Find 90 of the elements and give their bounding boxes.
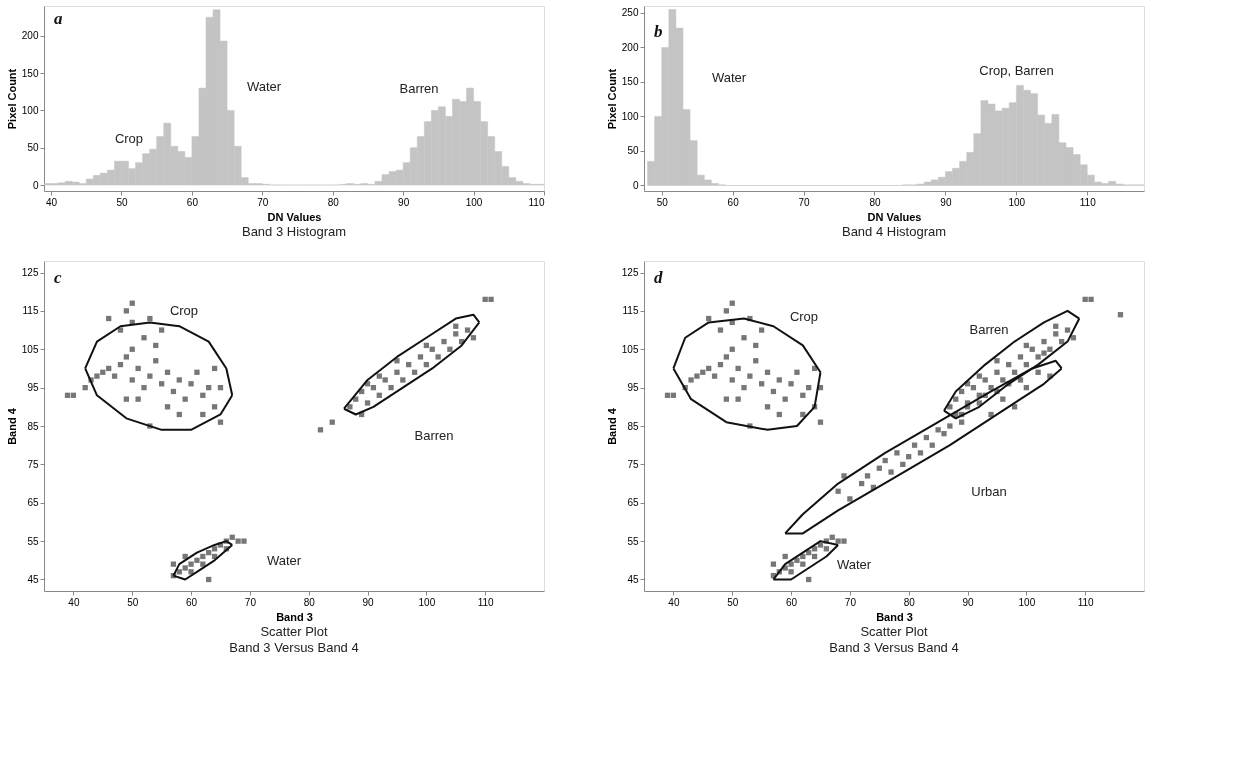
- x-axis-title: Band 3: [876, 610, 913, 623]
- y-axis-title: Band 4: [5, 407, 18, 445]
- y-tick-label: 250: [621, 7, 639, 19]
- annotation: Urban: [971, 484, 1007, 499]
- y-tick-label: 95: [27, 382, 39, 394]
- y-tick-label: 85: [27, 420, 39, 432]
- y-tick-label: 100: [21, 104, 39, 116]
- annotation: Barren: [414, 427, 454, 443]
- x-tick-label: 100: [465, 196, 483, 208]
- x-tick-label: 70: [257, 196, 269, 208]
- y-tick-label: 55: [27, 535, 39, 547]
- x-tick-label: 80: [327, 196, 340, 208]
- annotation: Crop: [169, 302, 199, 318]
- x-tick-label: 70: [844, 596, 857, 608]
- x-tick-label: 100: [1018, 596, 1036, 608]
- x-tick-label: 60: [786, 596, 798, 608]
- x-tick-label: 90: [962, 596, 975, 608]
- text: Scatter Plot: [260, 624, 328, 639]
- x-tick-label: 90: [398, 196, 410, 208]
- annotation: a: [54, 8, 63, 28]
- y-tick-label: 55: [627, 535, 639, 547]
- x-tick-label: 50: [127, 596, 139, 608]
- annotation: Water: [836, 556, 872, 572]
- x-tick-label: 50: [656, 196, 669, 208]
- annotation: Crop: [114, 131, 144, 147]
- y-tick-label: 105: [21, 343, 39, 355]
- y-tick-label: 65: [627, 497, 639, 509]
- y-tick-label: 200: [621, 41, 639, 53]
- annotation: c: [54, 267, 62, 287]
- x-tick-label: 60: [186, 196, 199, 208]
- text: Scatter Plot: [860, 624, 928, 639]
- x-tick-label: 100: [418, 596, 436, 608]
- y-tick-label: 50: [627, 145, 639, 157]
- annotation: Water: [246, 79, 282, 95]
- x-tick-label: 60: [186, 596, 198, 608]
- annotation: b: [654, 21, 663, 41]
- y-tick-label: 85: [627, 420, 639, 432]
- x-tick-label: 50: [116, 196, 128, 208]
- y-tick-label: 0: [32, 179, 39, 191]
- annotation: d: [654, 267, 663, 287]
- x-tick-label: 70: [244, 596, 257, 608]
- y-tick-label: 105: [621, 343, 639, 355]
- y-axis-title: Pixel Count: [5, 68, 18, 130]
- x-axis-title: Band 3: [276, 610, 313, 623]
- y-tick-label: 150: [621, 76, 639, 88]
- y-tick-label: 200: [21, 30, 39, 42]
- x-tick-label: 110: [477, 596, 495, 608]
- y-tick-label: 150: [21, 67, 39, 79]
- text: Band 3 Histogram: [241, 224, 347, 239]
- x-tick-label: 70: [798, 196, 811, 208]
- annotation: Crop: [789, 309, 819, 325]
- x-tick-label: 110: [528, 196, 545, 208]
- x-tick-label: 80: [903, 596, 916, 608]
- x-tick-label: 110: [1077, 596, 1095, 608]
- text: Band 3 Versus Band 4: [229, 640, 359, 655]
- annotation: Water: [266, 553, 302, 569]
- y-tick-label: 100: [621, 110, 639, 122]
- y-tick-label: 45: [27, 573, 39, 585]
- x-tick-label: 80: [303, 596, 316, 608]
- x-tick-label: 60: [727, 196, 740, 208]
- x-tick-label: 50: [727, 596, 739, 608]
- y-axis-title: Pixel Count: [605, 68, 618, 130]
- text: Band 3 Versus Band 4: [829, 640, 959, 655]
- y-tick-label: 50: [27, 142, 39, 154]
- x-tick-label: 40: [68, 596, 80, 608]
- y-axis-title: Band 4: [605, 407, 618, 445]
- y-tick-label: 125: [21, 267, 39, 279]
- y-tick-label: 95: [627, 382, 639, 394]
- annotation: Barren: [399, 81, 439, 97]
- y-tick-label: 75: [27, 458, 39, 470]
- y-tick-label: 65: [27, 497, 39, 509]
- annotation: Crop, Barren: [979, 62, 1054, 78]
- x-tick-label: 100: [1008, 196, 1026, 208]
- y-tick-label: 45: [627, 573, 639, 585]
- x-tick-label: 90: [940, 196, 952, 208]
- y-tick-label: 115: [622, 305, 639, 317]
- y-tick-label: 75: [627, 458, 639, 470]
- x-axis-title: DN Values: [867, 210, 922, 223]
- y-tick-label: 0: [632, 179, 639, 191]
- x-tick-label: 40: [45, 196, 58, 208]
- x-tick-label: 110: [1079, 196, 1097, 208]
- x-tick-label: 80: [869, 196, 881, 208]
- annotation: Water: [711, 70, 747, 86]
- annotation: Barren: [969, 322, 1009, 338]
- x-tick-label: 40: [668, 596, 680, 608]
- text: Band 4 Histogram: [841, 224, 947, 239]
- y-tick-label: 115: [22, 305, 39, 317]
- y-tick-label: 125: [621, 267, 639, 279]
- x-tick-label: 90: [362, 596, 375, 608]
- x-axis-title: DN Values: [267, 210, 322, 223]
